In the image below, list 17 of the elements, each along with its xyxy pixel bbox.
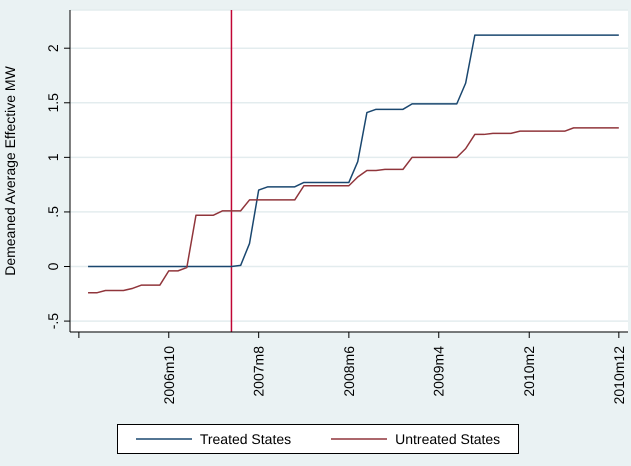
y-tick-label: 1 <box>45 153 61 162</box>
x-tick-label: 2010m2 <box>521 346 538 397</box>
legend-label: Untreated States <box>395 431 500 447</box>
y-axis-title: Demeaned Average Effective MW <box>2 65 18 276</box>
x-tick-label: 2006m10 <box>160 346 177 404</box>
x-tick-label: 2009m4 <box>430 346 447 397</box>
y-tick-label: 2 <box>45 44 61 52</box>
y-tick-label: -.5 <box>45 312 61 330</box>
line-series <box>87 34 620 268</box>
y-tick-label: 1.5 <box>45 92 61 113</box>
x-tick-label: 2007m8 <box>250 346 267 397</box>
y-tick-label: .5 <box>45 206 61 218</box>
x-tick-label: 2010m12 <box>610 346 627 404</box>
legend-label: Treated States <box>200 431 292 447</box>
line-series <box>87 127 620 294</box>
x-tick-label: 2008m6 <box>340 346 357 397</box>
y-tick-label: 0 <box>45 262 61 270</box>
